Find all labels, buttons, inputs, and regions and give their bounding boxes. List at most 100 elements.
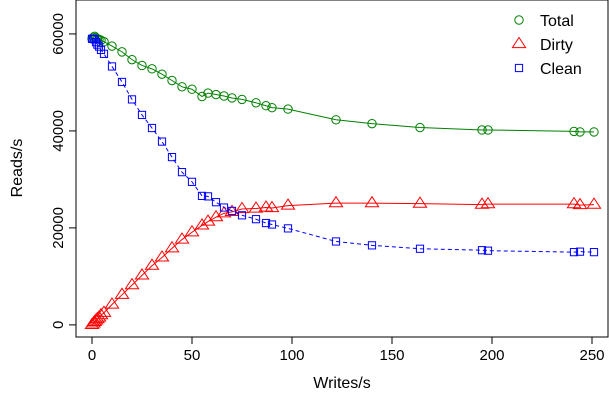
data-point-clean — [99, 49, 109, 58]
data-point-dirty — [93, 307, 109, 320]
data-point-total — [261, 101, 271, 111]
data-point-total — [267, 102, 277, 113]
legend-label-clean: Clean — [540, 61, 582, 78]
data-point-total — [331, 115, 341, 125]
data-point-dirty — [194, 218, 210, 230]
data-point-dirty — [234, 201, 250, 214]
legend-item-dirty: Dirty — [511, 36, 573, 54]
data-point-clean — [569, 248, 579, 257]
data-point-clean — [283, 224, 293, 233]
data-point-total — [237, 94, 247, 105]
series-line-clean — [92, 38, 595, 253]
data-point-total — [569, 126, 579, 137]
data-point-clean — [203, 192, 213, 201]
data-point-dirty — [124, 277, 140, 290]
data-point-dirty — [200, 214, 216, 226]
data-point-clean — [331, 237, 341, 246]
data-point-clean — [415, 244, 425, 253]
data-point-clean — [575, 247, 585, 256]
data-point-clean — [267, 220, 277, 229]
x-tick-label: 100 — [279, 347, 304, 364]
x-tick-label: 250 — [579, 347, 604, 364]
plot-frame — [75, 0, 609, 338]
data-point-dirty — [134, 268, 150, 280]
data-point-total — [283, 104, 293, 114]
series-line-total — [91, 35, 594, 133]
y-tick-label: 60000 — [50, 13, 67, 55]
data-point-total — [107, 41, 117, 51]
data-point-clean — [167, 153, 177, 162]
data-point-total — [227, 93, 237, 103]
legend-item-total: Total — [514, 13, 574, 30]
series-layer — [84, 31, 602, 329]
data-point-clean — [483, 246, 493, 255]
data-point-total — [367, 118, 377, 129]
legend-marker-dirty — [511, 36, 527, 49]
data-point-clean — [237, 211, 247, 220]
data-point-clean — [477, 246, 487, 255]
data-point-dirty — [144, 258, 160, 270]
legend-marker-clean — [514, 63, 524, 73]
data-point-clean — [91, 38, 101, 47]
data-point-dirty — [208, 209, 224, 222]
data-point-total — [117, 47, 127, 57]
data-point-total — [477, 125, 487, 135]
data-point-clean — [147, 123, 157, 133]
data-point-total — [575, 127, 585, 137]
data-point-dirty — [480, 196, 496, 209]
series-line-dirty — [91, 202, 595, 326]
data-point-dirty — [566, 196, 582, 209]
x-tick-label: 0 — [88, 347, 96, 364]
data-point-clean — [261, 218, 271, 228]
data-point-dirty — [184, 224, 200, 237]
data-point-dirty — [586, 197, 602, 209]
data-point-total — [415, 122, 425, 133]
data-point-dirty — [412, 196, 428, 208]
legend: Total Dirty Clean — [511, 13, 582, 78]
data-point-clean — [137, 110, 147, 120]
data-point-dirty — [96, 305, 112, 317]
x-axis: 0 50 100 150 200 250 — [88, 336, 605, 364]
legend-label-total: Total — [540, 13, 574, 30]
data-point-clean — [227, 206, 237, 216]
data-point-clean — [157, 137, 167, 146]
data-point-clean — [211, 198, 221, 207]
data-point-total — [147, 64, 157, 74]
series-clean — [87, 34, 599, 257]
data-point-dirty — [174, 232, 190, 244]
data-point-clean — [187, 177, 197, 186]
data-point-total — [483, 125, 493, 135]
data-point-clean — [177, 168, 187, 177]
data-point-dirty — [364, 195, 380, 208]
data-point-total — [127, 54, 137, 65]
data-point-dirty — [248, 201, 264, 213]
data-point-dirty — [164, 240, 180, 253]
data-point-total — [157, 69, 167, 79]
data-point-clean — [589, 248, 599, 257]
x-tick-label: 200 — [479, 347, 504, 364]
series-dirty — [84, 195, 602, 329]
legend-label-dirty: Dirty — [540, 37, 573, 54]
data-point-clean — [197, 191, 207, 200]
legend-item-clean: Clean — [514, 61, 582, 78]
data-point-clean — [90, 35, 99, 44]
x-tick-label: 50 — [184, 347, 201, 364]
data-point-total — [137, 60, 147, 71]
legend-marker-total — [514, 15, 524, 25]
x-axis-title: Writes/s — [313, 375, 370, 392]
data-point-dirty — [89, 311, 105, 324]
data-point-clean — [107, 62, 117, 71]
y-axis: 0 20000 40000 60000 — [50, 13, 77, 329]
data-point-clean — [251, 215, 261, 224]
data-point-dirty — [328, 195, 344, 208]
data-point-dirty — [114, 287, 130, 299]
data-point-dirty — [280, 198, 296, 210]
y-axis-title: Reads/s — [9, 139, 26, 198]
data-point-total — [197, 91, 207, 102]
data-point-total — [177, 82, 187, 92]
series-total — [87, 31, 599, 137]
x-tick-label: 150 — [379, 347, 404, 364]
data-point-dirty — [264, 200, 280, 213]
data-point-total — [251, 98, 261, 108]
